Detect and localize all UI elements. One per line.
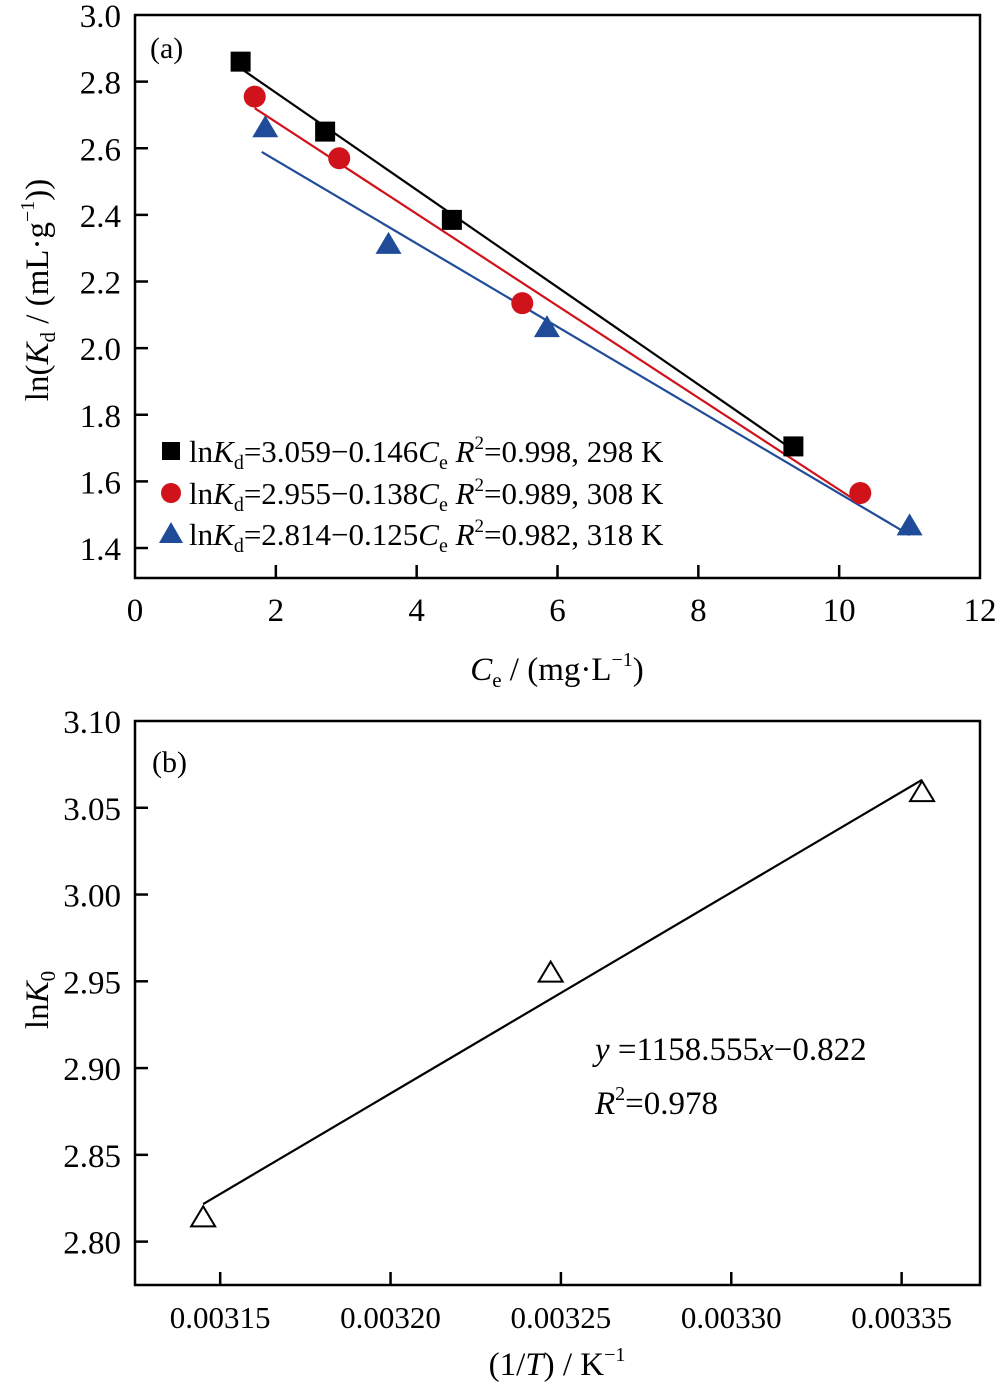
data-point-318-k — [375, 231, 402, 254]
y-tick-label: 2.6 — [80, 132, 121, 168]
data-point-318-k — [896, 513, 923, 536]
legend-entry-308-k: lnKd=2.955−0.138Ce R2=0.989, 308 K — [189, 475, 664, 516]
data-point-308-k — [849, 482, 872, 505]
panel-b: 0.00315 0.00320 0.00325 0.00330 0.00335 2.80 2… — [20, 705, 982, 1383]
y-tick-label: 2.85 — [63, 1139, 121, 1175]
panel-b-annotation-r2: R2=0.978 — [594, 1083, 718, 1122]
x-tick-label: 0 — [127, 593, 144, 629]
x-tick-label: 0.00335 — [851, 1300, 952, 1335]
legend-marker-circle — [161, 483, 181, 503]
y-tick-label: 1.6 — [80, 465, 121, 501]
data-point-lnk0 — [908, 779, 936, 803]
data-point-308-k — [243, 85, 266, 108]
y-tick-label: 2.2 — [80, 266, 121, 302]
panel-a-ticks: 0 2 4 6 8 10 12 1.4 1.6 1.8 2.0 2.2 2.4 2.6 2.8 3.0 — [80, 0, 997, 629]
data-point-298-k — [315, 121, 336, 142]
panel-b-frame — [133, 719, 982, 1287]
panel-b-ticks: 0.00315 0.00320 0.00325 0.00330 0.00335 2.80 2… — [63, 705, 952, 1335]
y-tick-label: 3.0 — [80, 0, 121, 35]
y-tick-label: 2.8 — [80, 66, 121, 102]
y-tick-label: 2.0 — [80, 332, 121, 368]
x-tick-label: 8 — [690, 593, 707, 629]
x-tick-label: 6 — [549, 593, 566, 629]
panel-b-annotation-equation: y =1158.555x−0.822 — [592, 1032, 867, 1068]
panel-b-points — [189, 779, 936, 1228]
panel-b-ylabel: lnK0 — [20, 971, 60, 1029]
data-point-298-k — [783, 436, 804, 457]
y-tick-label: 1.4 — [80, 532, 121, 568]
x-tick-label: 4 — [408, 593, 425, 629]
x-tick-label: 0.00330 — [681, 1300, 782, 1335]
panel-b-label: (b) — [152, 746, 187, 779]
panel-a: 0 2 4 6 8 10 12 1.4 1.6 1.8 2.0 2.2 2.4 2.6 2.8 3.0 (a)… — [17, 0, 997, 692]
y-tick-label: 2.4 — [80, 199, 121, 235]
legend-entry-298-k: lnKd=3.059−0.146Ce R2=0.998, 298 K — [189, 433, 664, 474]
data-point-318-k — [252, 115, 279, 138]
x-tick-label: 10 — [823, 593, 856, 629]
x-tick-label: 12 — [964, 593, 997, 629]
data-point-298-k — [230, 51, 251, 72]
y-tick-label: 1.8 — [80, 399, 121, 435]
data-point-308-k — [328, 147, 351, 170]
y-tick-label: 3.05 — [63, 792, 121, 828]
panel-a-label: (a) — [150, 32, 183, 65]
panel-b-fit-lines — [202, 778, 923, 1205]
fit-line-318-k — [261, 150, 911, 536]
panel-a-legend: lnKd=3.059−0.146Ce R2=0.998, 298 KlnKd=2… — [159, 433, 664, 557]
data-point-308-k — [511, 292, 534, 315]
panel-a-ylabel: ln(Kd / (mL·g−1)) — [17, 179, 60, 401]
panel-a-xlabel: Ce / (mg·L−1) — [470, 649, 644, 692]
legend-entry-318-k: lnKd=2.814−0.125Ce R2=0.982, 318 K — [189, 516, 664, 557]
x-tick-label: 0.00315 — [170, 1300, 271, 1335]
data-point-lnk0 — [189, 1204, 217, 1228]
fit-line-lnk0 — [202, 778, 923, 1205]
y-tick-label: 3.00 — [63, 879, 121, 915]
x-tick-label: 2 — [268, 593, 285, 629]
data-point-lnk0 — [536, 959, 565, 983]
legend-marker-triangle — [159, 522, 183, 543]
y-tick-label: 3.10 — [63, 705, 121, 741]
data-point-298-k — [441, 209, 462, 230]
panel-a-points — [230, 51, 923, 536]
y-tick-label: 2.80 — [63, 1226, 121, 1262]
legend-marker-square — [162, 442, 180, 460]
x-tick-label: 0.00325 — [511, 1300, 612, 1335]
x-tick-label: 0.00320 — [340, 1300, 441, 1335]
y-tick-label: 2.95 — [63, 965, 121, 1001]
y-tick-label: 2.90 — [63, 1052, 121, 1088]
data-point-318-k — [533, 315, 560, 338]
fit-line-308-k — [254, 107, 861, 505]
panel-b-xlabel: (1/T) / K−1 — [489, 1344, 626, 1383]
